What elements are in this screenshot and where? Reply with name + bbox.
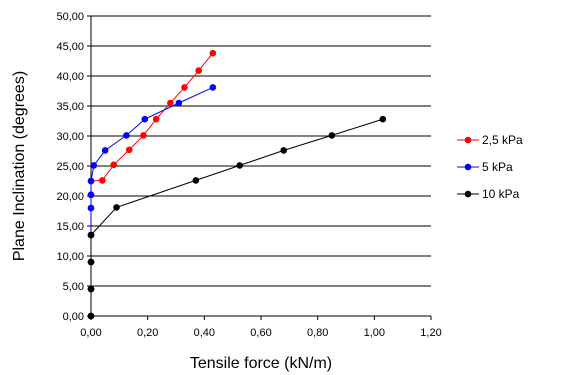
legend-entry: 5 kPa	[457, 160, 513, 174]
legend-label: 10 kPa	[482, 187, 520, 201]
data-point	[110, 161, 117, 169]
y-tick-label: 30,00	[56, 131, 84, 143]
y-tick-label: 20,00	[56, 191, 84, 203]
data-point	[87, 177, 95, 185]
data-point	[280, 147, 287, 154]
data-point	[209, 84, 217, 91]
series-line	[90, 52, 214, 316]
data-point	[167, 99, 174, 107]
data-point	[99, 177, 106, 184]
data-point	[328, 132, 336, 139]
legend-label: 5 kPa	[482, 160, 513, 174]
data-point	[141, 115, 149, 123]
data-point	[236, 162, 244, 169]
data-point	[123, 132, 130, 139]
y-axis-title: Plane Inclination (degrees)	[11, 71, 28, 261]
data-point	[87, 191, 95, 199]
legend-marker	[464, 163, 472, 171]
x-tick-label: 0,00	[80, 327, 101, 339]
data-point	[195, 67, 202, 74]
data-point	[209, 49, 217, 57]
data-point	[87, 231, 95, 239]
series-2	[87, 115, 387, 320]
legend: 2,5 kPa 5 kPa 10 kPa	[457, 133, 523, 201]
data-point	[140, 132, 147, 139]
legend-label: 2,5 kPa	[482, 133, 523, 147]
data-point	[90, 162, 98, 169]
data-point	[192, 177, 200, 184]
y-tick-label: 0,00	[63, 311, 84, 323]
x-tick-label: 1,20	[420, 327, 441, 339]
data-point	[87, 285, 95, 293]
tick-labels: 0,00 5,00 10,00 15,00 20,00 25,00 30,00 35,00 40…	[56, 11, 441, 339]
legend-entry: 10 kPa	[457, 187, 520, 201]
x-tick-label: 0,60	[250, 327, 271, 339]
y-tick-label: 35,00	[56, 101, 84, 113]
data-point	[152, 115, 160, 123]
data-point	[379, 115, 387, 123]
data-point	[87, 204, 95, 212]
series-1	[87, 84, 217, 320]
data-point	[125, 146, 133, 154]
axes	[87, 15, 432, 320]
legend-entry: 2,5 kPa	[457, 133, 523, 147]
series-line	[90, 118, 383, 316]
x-tick-label: 0,40	[194, 327, 215, 339]
data-point	[113, 204, 120, 211]
x-tick-label: 1,00	[364, 327, 385, 339]
data-point	[87, 312, 95, 320]
y-tick-label: 25,00	[56, 161, 84, 173]
gridlines	[91, 15, 431, 287]
data-point	[175, 99, 183, 107]
series-lines	[87, 49, 387, 320]
data-point	[181, 84, 188, 91]
legend-marker	[464, 190, 472, 198]
legend-marker	[464, 136, 472, 144]
y-tick-label: 5,00	[63, 281, 84, 293]
data-point	[87, 258, 95, 266]
y-tick-label: 40,00	[56, 71, 84, 83]
y-tick-label: 15,00	[56, 221, 84, 233]
data-point	[101, 147, 109, 154]
series-0	[87, 49, 217, 320]
y-tick-label: 45,00	[56, 41, 84, 53]
x-tick-label: 0,80	[307, 327, 328, 339]
x-tick-label: 0,20	[137, 327, 158, 339]
y-tick-label: 10,00	[56, 251, 84, 263]
x-axis-title: Tensile force (kN/m)	[190, 355, 332, 372]
series-line	[90, 86, 214, 316]
y-tick-label: 50,00	[56, 11, 84, 23]
